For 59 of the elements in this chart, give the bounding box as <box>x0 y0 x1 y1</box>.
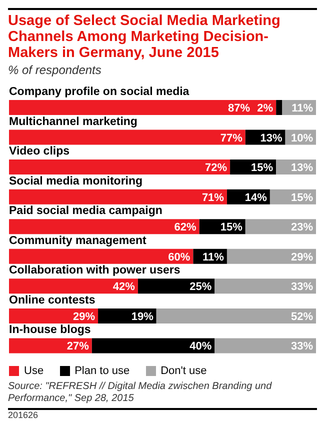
bar <box>214 278 316 294</box>
data-label: 23% <box>290 222 314 234</box>
data-label: 11% <box>292 102 314 114</box>
data-label: 13% <box>290 162 314 174</box>
bar <box>9 308 98 324</box>
data-label: 33% <box>290 340 314 353</box>
data-label: 42% <box>112 281 136 294</box>
y-tick-label: Paid social media campaign <box>9 205 162 218</box>
data-label: 29% <box>73 310 96 323</box>
y-tick-label: Multichannel marketing <box>9 116 138 128</box>
bar <box>138 278 215 294</box>
data-label: 27% <box>66 340 90 353</box>
bar <box>9 248 194 264</box>
y-tick-label: Social media monitoring <box>9 175 143 188</box>
data-label: 87% <box>228 102 250 114</box>
bar <box>9 160 230 175</box>
data-label: 71% <box>202 192 224 204</box>
data-label: 77% <box>220 132 243 144</box>
data-label: 62% <box>174 222 197 234</box>
data-label: 72% <box>205 162 228 174</box>
bar <box>226 248 316 264</box>
bar <box>9 219 200 234</box>
data-label: 15% <box>251 162 274 174</box>
data-label: 2% <box>257 102 274 114</box>
data-label: 19% <box>131 310 154 323</box>
data-label: 60% <box>168 251 190 264</box>
bar <box>9 189 227 204</box>
data-label: 15% <box>220 222 243 234</box>
chart-title: Usage of Select Social Media Marketing Channels Among Marketing Decision-Makers in Germany, June 2015 <box>8 8 317 61</box>
data-label: 15% <box>290 192 314 204</box>
chart-subtitle: % of respondents <box>8 63 102 77</box>
data-label: 33% <box>290 281 314 294</box>
source-note: Source: "REFRESH // Digital Media zwischen Branding und Performance," Sep 28, 2015 <box>8 381 273 405</box>
data-label: 13% <box>260 132 283 144</box>
bar <box>9 338 92 354</box>
y-tick-label: Online contests <box>9 294 96 306</box>
bar <box>9 100 276 115</box>
data-label: 29% <box>290 251 314 264</box>
data-label: 25% <box>190 281 212 294</box>
data-label: 40% <box>190 340 212 353</box>
bar <box>9 130 246 145</box>
data-label: 14% <box>244 192 268 204</box>
legend-label: Use <box>23 365 44 377</box>
y-tick-label: Company profile on social media <box>9 86 190 98</box>
bar <box>9 278 138 294</box>
bar <box>156 308 316 324</box>
legend-label: Don't use <box>160 365 207 377</box>
data-label: 52% <box>290 310 314 323</box>
y-tick-label: In-house blogs <box>9 324 91 336</box>
data-label: 10% <box>290 132 314 144</box>
y-tick-label: Collaboration with power users <box>9 264 180 277</box>
text: 201626 <box>8 410 317 420</box>
y-tick-label: Community management <box>9 234 147 247</box>
legend-label: Plan to use <box>74 365 130 377</box>
data-label: 11% <box>202 251 224 264</box>
bar <box>92 338 215 354</box>
bar <box>214 338 316 354</box>
bar <box>276 100 282 115</box>
y-tick-label: Video clips <box>9 146 70 158</box>
